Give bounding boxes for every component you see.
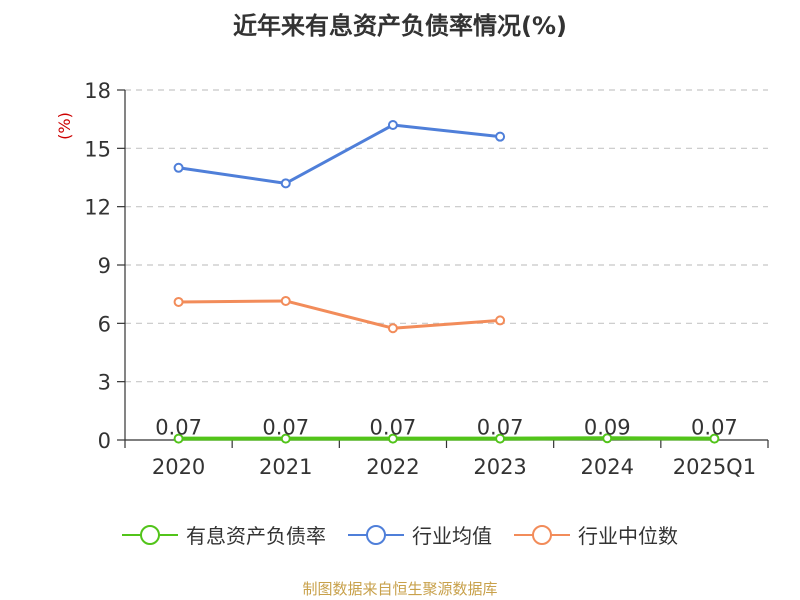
- legend-marker-blue-icon: [348, 524, 404, 545]
- data-point: [495, 131, 506, 142]
- data-label: 0.07: [477, 416, 524, 440]
- series-layer: [173, 120, 720, 444]
- y-tick-label: 18: [84, 79, 111, 103]
- data-point: [387, 433, 398, 444]
- y-tick-label: 6: [98, 312, 111, 336]
- data-point: [387, 120, 398, 130]
- data-labels: 0.07 0.07 0.07 0.07 0.09 0.07: [155, 415, 738, 439]
- y-axis-label: (%): [55, 112, 74, 140]
- data-point: [387, 323, 398, 334]
- x-tick-label: 2022: [366, 455, 419, 479]
- data-label: 0.07: [691, 416, 738, 440]
- legend-item-interest-bearing-debt-ratio[interactable]: 有息资产负债率: [122, 520, 326, 549]
- data-point: [602, 433, 613, 444]
- x-tick-label: 2021: [259, 455, 312, 479]
- data-point: [280, 433, 291, 444]
- legend-label: 行业均值: [412, 524, 492, 548]
- data-point: [280, 295, 291, 306]
- data-point: [709, 433, 720, 444]
- data-point: [495, 433, 506, 444]
- data-point: [280, 178, 291, 189]
- legend: 有息资产负债率 行业均值 行业中位数: [0, 520, 800, 549]
- chart-title: 近年来有息资产负债率情况(%): [233, 12, 567, 40]
- data-label: 0.07: [262, 416, 309, 440]
- source-note: 制图数据来自恒生聚源数据库: [302, 580, 498, 598]
- data-point: [495, 315, 506, 326]
- series-line: [178, 299, 501, 330]
- y-tick-label: 12: [84, 196, 111, 220]
- legend-marker-orange-icon: [514, 524, 570, 545]
- x-tick-label: 2020: [152, 455, 205, 479]
- data-point: [173, 433, 184, 444]
- legend-marker-green-icon: [122, 524, 178, 545]
- x-tick-label: 2024: [581, 455, 634, 479]
- data-point: [173, 296, 184, 307]
- legend-label: 有息资产负债率: [186, 524, 326, 548]
- data-label: 0.07: [370, 416, 417, 440]
- legend-label: 行业中位数: [578, 524, 678, 548]
- series-line: [178, 123, 501, 185]
- legend-item-industry-mean[interactable]: 行业均值: [348, 520, 492, 549]
- legend-item-industry-median[interactable]: 行业中位数: [514, 520, 678, 549]
- data-point: [173, 162, 184, 173]
- grid-lines: [125, 89, 768, 383]
- y-tick-label: 3: [98, 371, 111, 395]
- y-tick-label: 0: [98, 429, 111, 453]
- data-label: 0.07: [155, 416, 202, 440]
- y-tick-label: 15: [84, 137, 111, 161]
- x-tick-label: 2025Q1: [673, 455, 756, 479]
- data-label: 0.09: [584, 415, 631, 439]
- y-tick-label: 9: [98, 254, 111, 278]
- x-tick-label: 2023: [473, 455, 526, 479]
